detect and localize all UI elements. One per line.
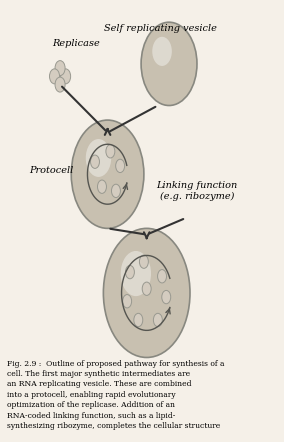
Circle shape [153, 313, 162, 327]
Circle shape [139, 255, 148, 268]
Circle shape [71, 120, 144, 229]
Circle shape [126, 266, 134, 279]
Circle shape [162, 290, 171, 304]
Circle shape [49, 69, 60, 84]
Circle shape [141, 22, 197, 106]
Circle shape [55, 61, 65, 76]
Circle shape [112, 184, 120, 198]
Circle shape [142, 282, 151, 295]
Circle shape [86, 139, 111, 177]
Circle shape [97, 180, 106, 194]
Circle shape [158, 270, 166, 283]
Text: Self replicating vesicle: Self replicating vesicle [104, 24, 217, 33]
Circle shape [103, 229, 190, 358]
Circle shape [116, 159, 125, 172]
Text: Fig. 2.9 :  Outline of proposed pathway for synthesis of a
cell. The first major: Fig. 2.9 : Outline of proposed pathway f… [7, 359, 224, 430]
Circle shape [106, 145, 115, 158]
Circle shape [152, 37, 172, 66]
Circle shape [55, 77, 65, 92]
Circle shape [121, 251, 151, 296]
Circle shape [134, 313, 143, 327]
Circle shape [123, 294, 131, 308]
Text: Replicase: Replicase [52, 38, 99, 48]
Text: Linking function
(e.g. ribozyme): Linking function (e.g. ribozyme) [156, 181, 238, 201]
Circle shape [60, 69, 71, 84]
Circle shape [91, 155, 99, 168]
Text: Protocell: Protocell [29, 166, 74, 175]
